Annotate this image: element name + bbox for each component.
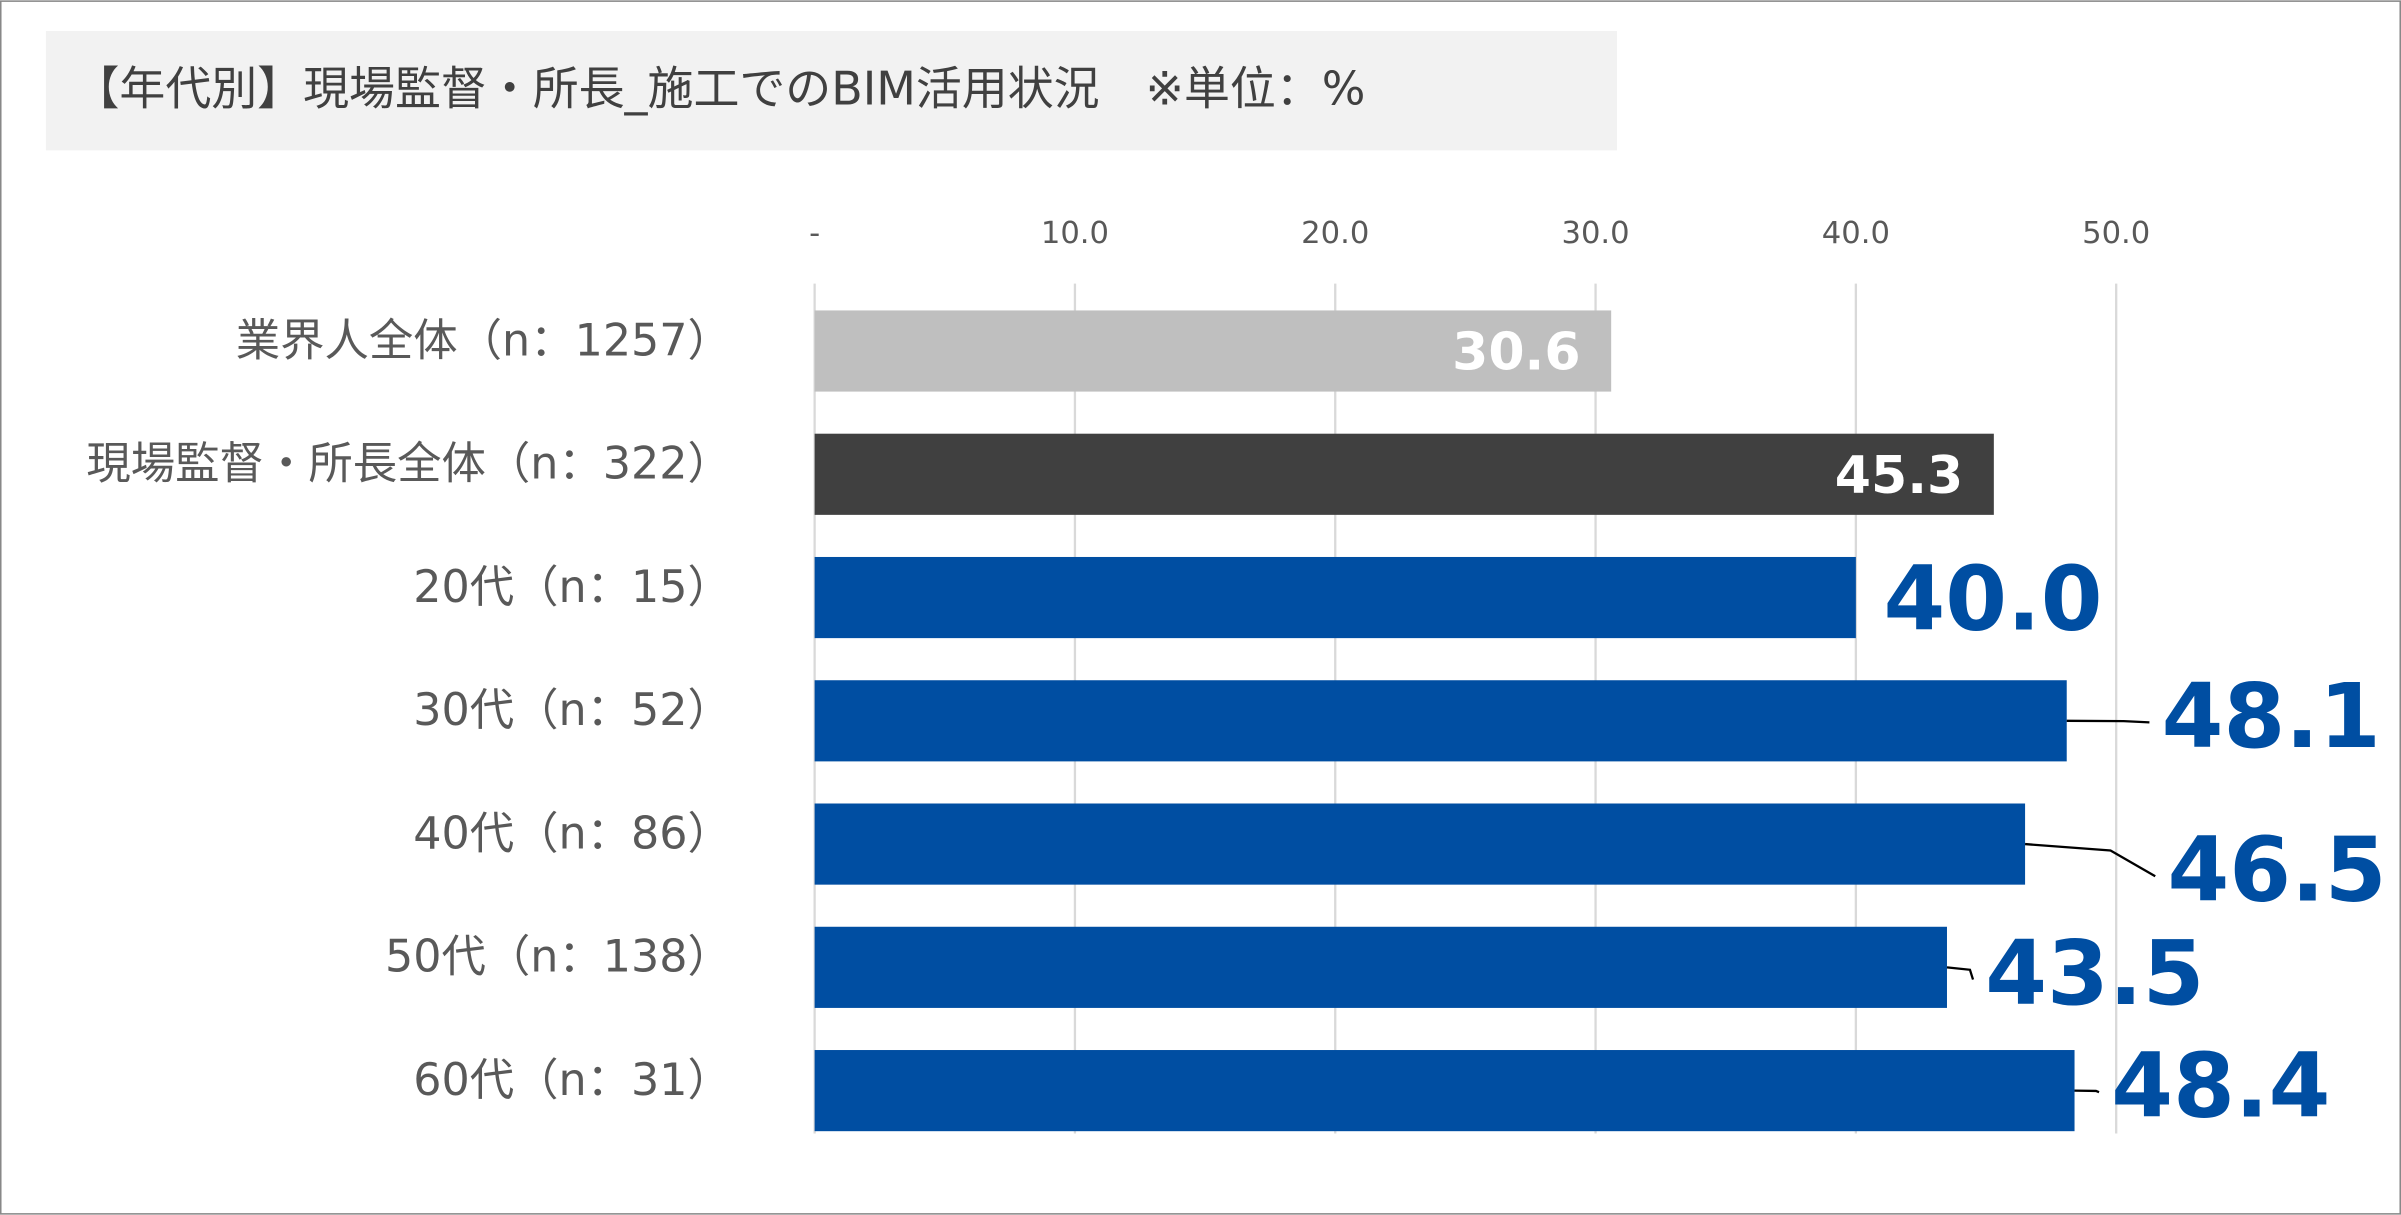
- leader-line: [1946, 966, 1975, 980]
- leader-line: [2074, 1089, 2100, 1094]
- bar: [814, 1050, 2075, 1132]
- x-tick-label: 20.0: [1301, 216, 1369, 251]
- x-tick-label: 50.0: [2082, 216, 2150, 251]
- data-label: 48.4: [2111, 1035, 2330, 1138]
- y-tick-label: 30代（n：52）: [413, 685, 732, 736]
- data-label: 45.3: [1835, 446, 1963, 506]
- bar: [814, 433, 1994, 515]
- chart-title: 【年代別】現場監督・所長_施工でのBIM活用状況 ※単位：%: [74, 62, 1366, 116]
- y-tick-label: 40代（n：86）: [413, 808, 732, 859]
- data-label: 46.5: [2167, 819, 2386, 922]
- title-box: [45, 30, 1617, 151]
- bar: [814, 680, 2067, 762]
- data-label: 40.0: [1883, 548, 2102, 651]
- x-tick-label: -: [809, 216, 820, 251]
- y-tick-label: 現場監督・所長全体（n：322）: [86, 439, 732, 490]
- data-label: 43.5: [1985, 922, 2204, 1025]
- y-tick-label: 20代（n：15）: [413, 562, 732, 613]
- x-tick-label: 40.0: [1822, 216, 1890, 251]
- y-tick-label: 50代（n：138）: [385, 932, 732, 983]
- leader-line: [2066, 719, 2150, 724]
- data-label: 48.1: [2162, 665, 2381, 768]
- leader-line: [2024, 842, 2156, 878]
- y-tick-label: 60代（n：31）: [413, 1055, 732, 1106]
- data-label: 30.6: [1452, 323, 1580, 383]
- y-tick-label: 業界人全体（n：1257）: [236, 315, 732, 366]
- bar: [814, 556, 1856, 639]
- bar: [814, 926, 1947, 1008]
- bar: [814, 310, 1612, 392]
- x-tick-label: 30.0: [1561, 216, 1629, 251]
- x-tick-label: 10.0: [1041, 216, 1109, 251]
- bar: [814, 803, 2026, 885]
